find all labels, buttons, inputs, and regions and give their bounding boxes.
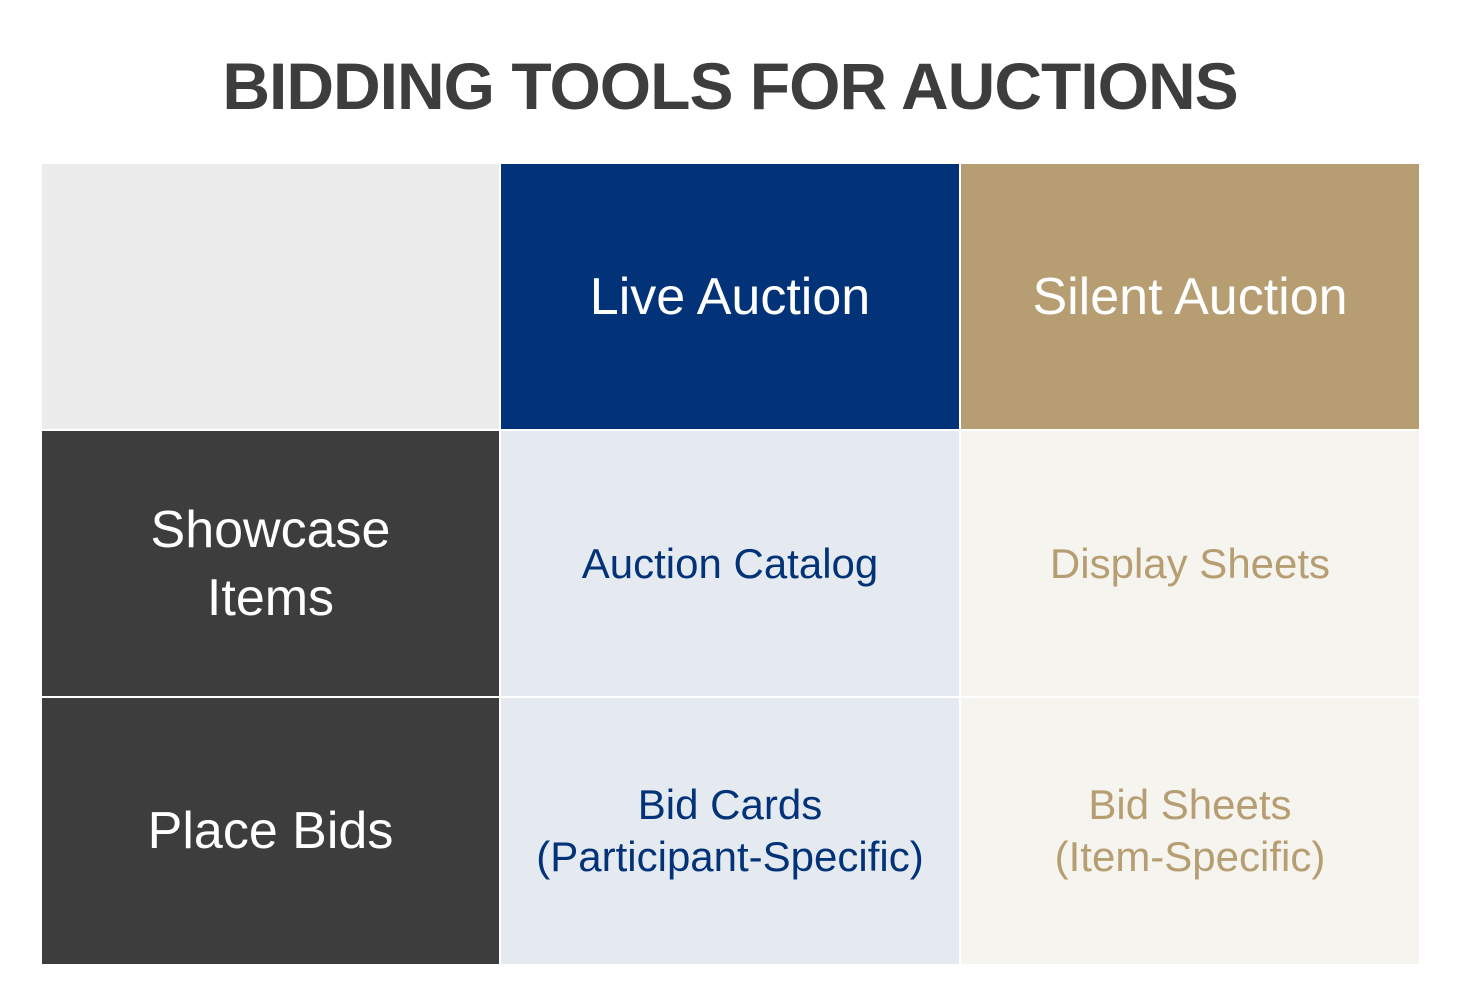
header-live-auction: Live Auction: [501, 164, 959, 429]
cell-live-bids: Bid Cards (Participant-Specific): [501, 698, 959, 964]
page-title: BIDDING TOOLS FOR AUCTIONS: [222, 49, 1238, 123]
row-header-showcase: Showcase Items: [42, 431, 499, 696]
row-header-place-bids: Place Bids: [42, 698, 499, 964]
cell-live-showcase: Auction Catalog: [501, 431, 959, 696]
comparison-table: Live Auction Silent Auction Showcase Ite…: [42, 164, 1419, 964]
corner-cell: [42, 164, 499, 429]
cell-silent-bids: Bid Sheets (Item-Specific): [961, 698, 1419, 964]
header-silent-auction: Silent Auction: [961, 164, 1419, 429]
cell-silent-showcase: Display Sheets: [961, 431, 1419, 696]
